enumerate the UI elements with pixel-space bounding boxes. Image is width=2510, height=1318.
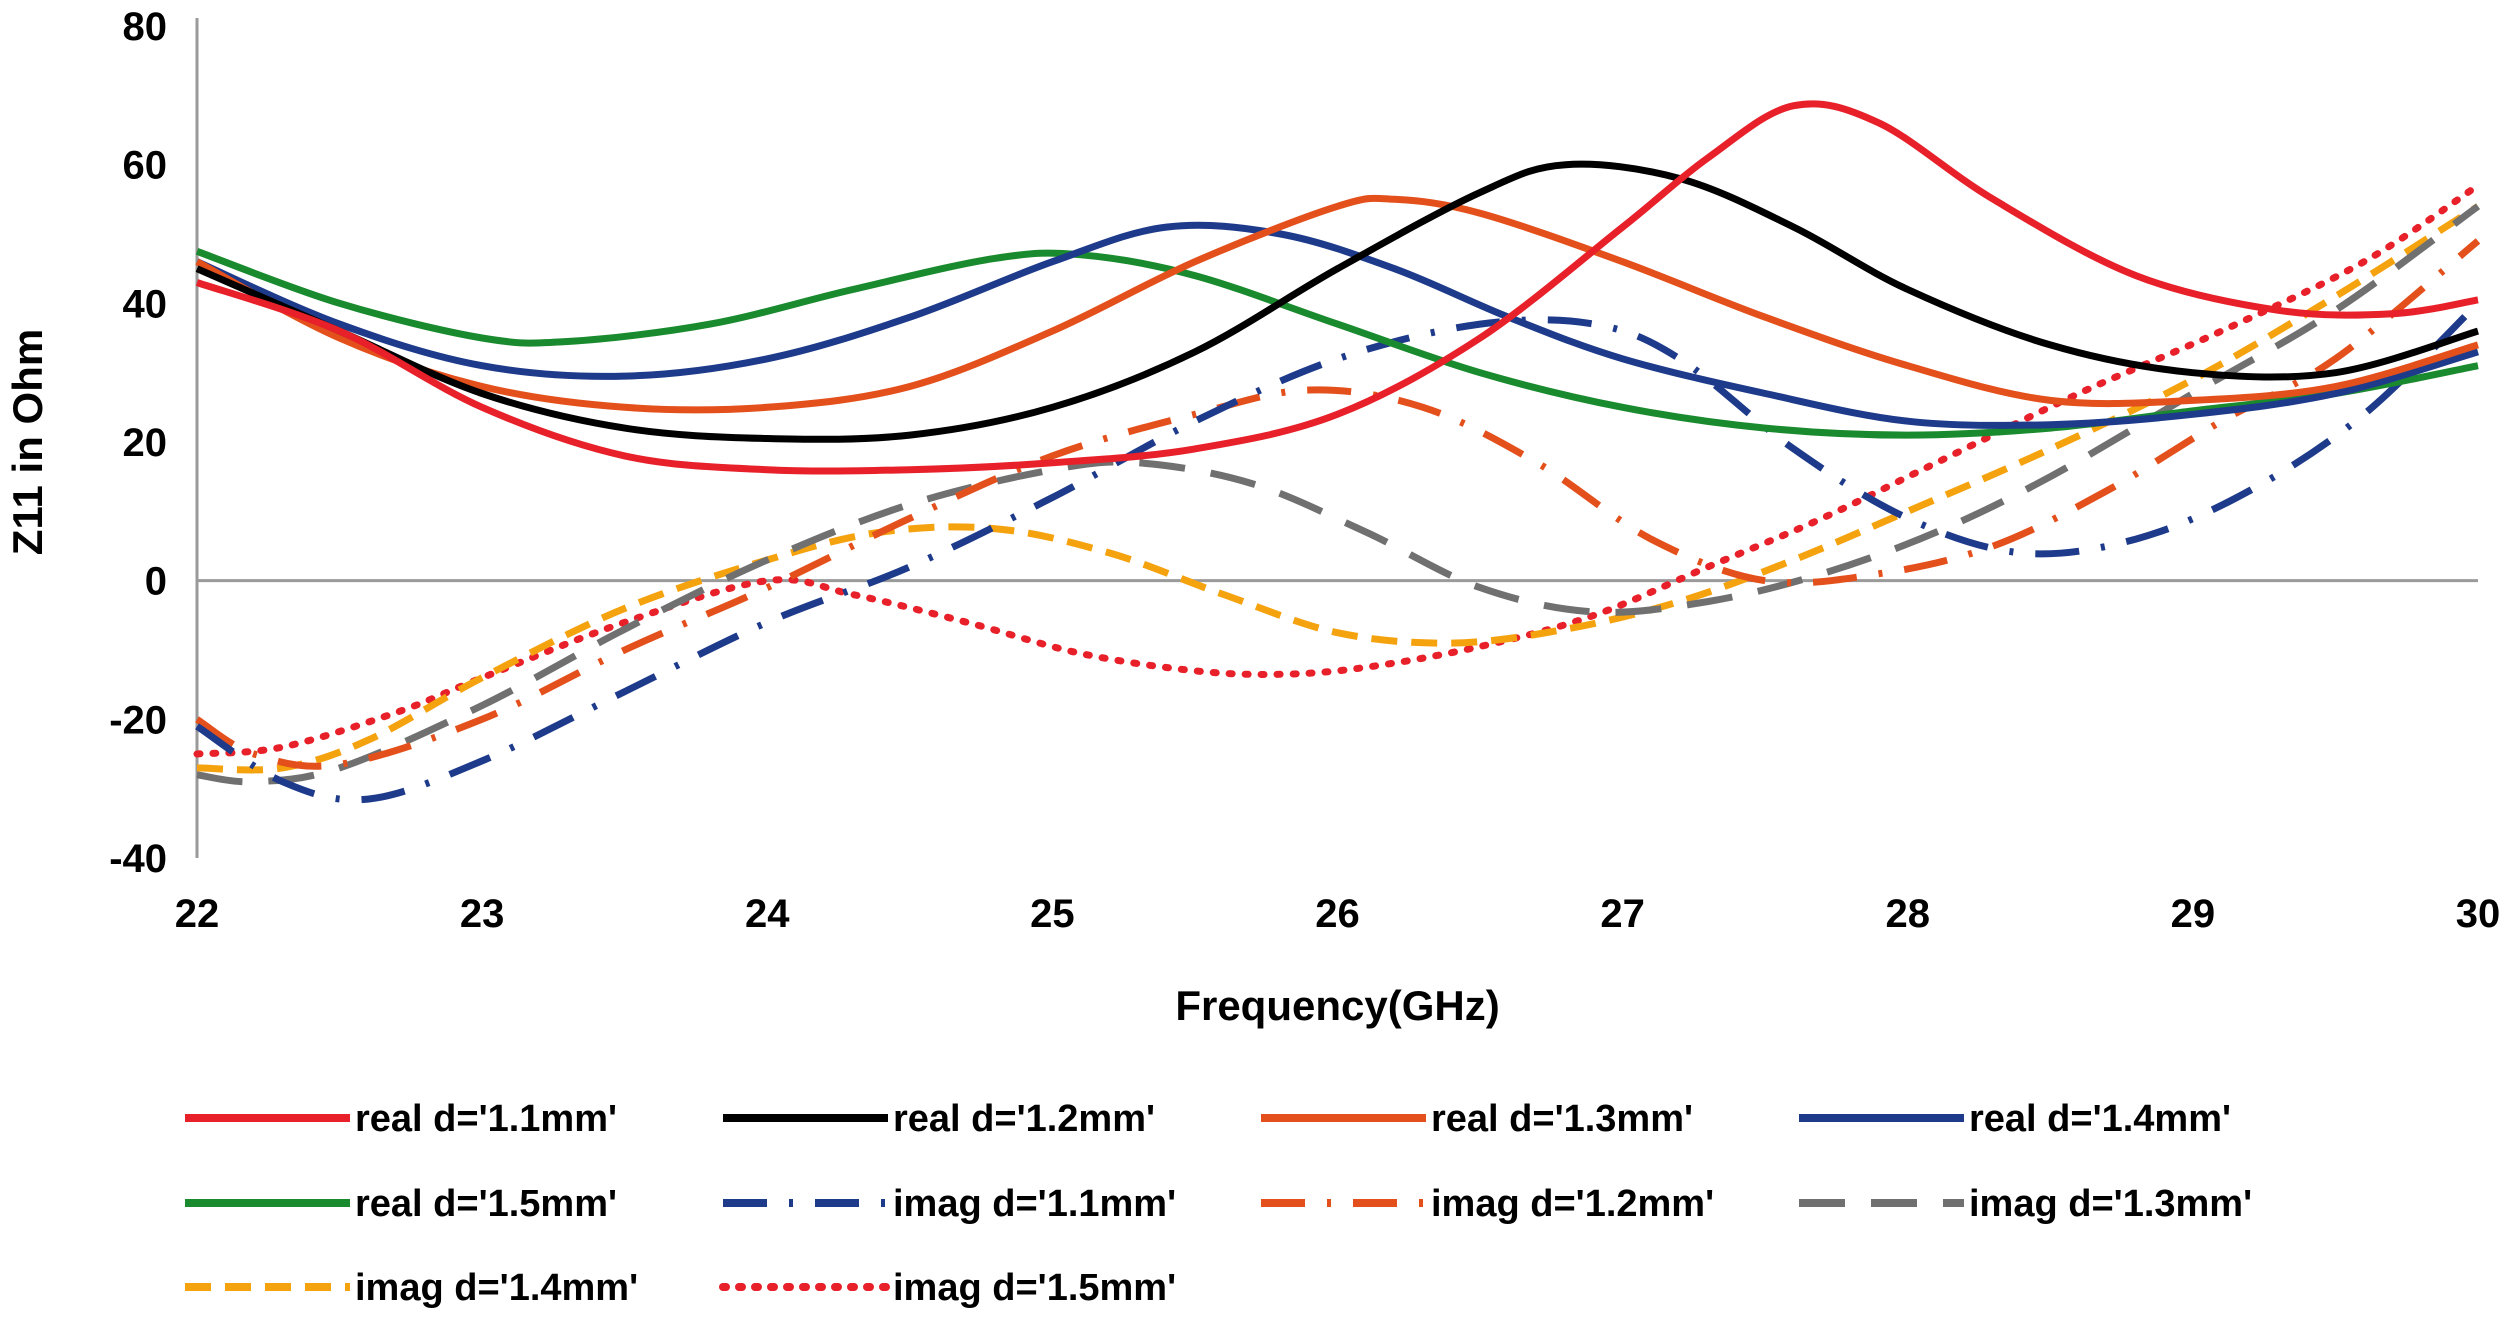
legend-label: real d='1.2mm' [893,1098,1155,1140]
legend-label: real d='1.1mm' [355,1098,617,1140]
series-layer [193,100,2482,804]
legend-item-real-d-1-4mm: real d='1.4mm' [1799,1098,2231,1140]
y-tick-label: 20 [123,421,168,465]
y-tick-label: 80 [123,5,168,49]
legend-item-real-d-1-3mm: real d='1.3mm' [1261,1098,1693,1140]
legend-item-real-d-1-1mm: real d='1.1mm' [185,1098,617,1140]
x-tick-label: 26 [1315,892,1360,936]
y-axis-title: Z11 in Ohm [4,329,51,555]
series-line-real-d-1-4mm [195,221,2479,429]
legend-item-real-d-1-2mm: real d='1.2mm' [723,1098,1155,1140]
axes-layer: -40 -20 0 20 40 60 80 22 23 24 25 26 27 28 29 30 Frequen… [4,5,2500,1029]
x-tick-label: 25 [1030,892,1075,936]
series-line-real-d-1-2mm [195,160,2479,443]
legend-label: real d='1.5mm' [355,1183,617,1225]
series-line-imag-d-1-4mm [196,203,2480,774]
x-axis-title: Frequency(GHz) [1175,982,1499,1029]
x-tick-label: 22 [175,892,220,936]
legend-item-imag-d-1-4mm: imag d='1.4mm' [185,1267,638,1309]
legend-label: real d='1.4mm' [1969,1098,2231,1140]
series-line-real-d-1-1mm [195,100,2479,475]
y-tick-label: 40 [123,282,168,326]
legend-label: imag d='1.2mm' [1431,1183,1714,1225]
legend-label: imag d='1.1mm' [893,1183,1176,1225]
legend-item-real-d-1-5mm: real d='1.5mm' [185,1183,617,1225]
y-tick-label: -40 [109,837,167,881]
legend-label: real d='1.3mm' [1431,1098,1693,1140]
y-tick-label: 0 [145,560,167,604]
series-line-imag-d-1-1mm [195,300,2481,804]
x-tick-label: 30 [2456,892,2501,936]
x-tick-label: 27 [1600,892,1645,936]
legend: real d='1.1mm' real d='1.2mm' real d='1.3m… [185,1098,2252,1309]
legend-label: imag d='1.3mm' [1969,1183,2252,1225]
legend-label: imag d='1.4mm' [355,1267,638,1309]
y-tick-label: 60 [123,144,168,188]
x-tick-label: 28 [1886,892,1931,936]
legend-item-imag-d-1-3mm: imag d='1.3mm' [1799,1183,2252,1225]
series-line-imag-d-1-5mm [193,182,2482,758]
x-tick-label: 29 [2171,892,2216,936]
legend-label: imag d='1.5mm' [893,1267,1176,1309]
legend-item-imag-d-1-1mm: imag d='1.1mm' [723,1183,1176,1225]
legend-item-imag-d-1-5mm: imag d='1.5mm' [719,1267,1176,1309]
x-tick-label: 23 [460,892,505,936]
series-line-imag-d-1-2mm [195,238,2481,770]
series-line-real-d-1-3mm [195,194,2479,414]
series-line-imag-d-1-3mm [196,203,2481,786]
y-tick-label: -20 [109,698,167,742]
x-tick-label: 24 [745,892,790,936]
legend-item-imag-d-1-2mm: imag d='1.2mm' [1261,1183,1714,1225]
